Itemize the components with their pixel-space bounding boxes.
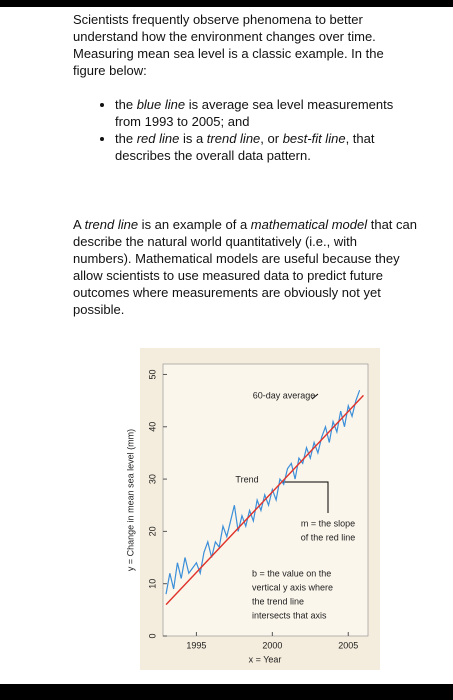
- text-segment: that can describe the natural world quan…: [73, 217, 417, 317]
- annotation: of the red line: [301, 532, 356, 542]
- annotation: intersects that axis: [252, 610, 327, 620]
- x-tick-label: 2005: [338, 640, 358, 650]
- text-segment: trend line: [206, 131, 261, 146]
- y-tick-label: 30: [147, 474, 157, 484]
- bottom-bar: [0, 684, 453, 700]
- bullet: the blue line is average sea level measu…: [115, 96, 415, 130]
- y-tick-label: 50: [147, 369, 157, 379]
- text-segment: blue line: [136, 97, 186, 112]
- y-tick-label: 40: [147, 422, 157, 432]
- annotation: m = the slope: [301, 518, 355, 528]
- x-tick-label: 2000: [262, 640, 282, 650]
- text-segment: is a: [179, 131, 207, 146]
- text-segment: , that describes the overall data patter…: [115, 131, 375, 163]
- text-segment: trend line: [84, 217, 139, 232]
- y-tick-label: 0: [147, 633, 157, 638]
- text-segment: mathematical model: [250, 217, 368, 232]
- text-segment: is an example of a: [138, 217, 251, 232]
- series-label: 60-day average: [253, 390, 316, 400]
- y-tick-label: 10: [147, 579, 157, 589]
- annotation: the trend line: [252, 596, 304, 606]
- text-segment: the: [115, 97, 137, 112]
- annotation: vertical y axis where: [252, 582, 333, 592]
- y-tick-label: 20: [147, 526, 157, 536]
- bullet-list: the blue line is average sea level measu…: [73, 96, 415, 164]
- text-segment: the: [115, 131, 137, 146]
- y-axis-label: y = Change in mean sea level (mm): [125, 429, 135, 571]
- text-segment: Scientists frequently observe phenomena …: [73, 12, 384, 78]
- text-segment: red line: [136, 131, 180, 146]
- slope-bracket: [283, 481, 329, 513]
- series-label: Trend: [235, 474, 258, 484]
- series-line: [165, 394, 364, 606]
- text-segment: A: [73, 217, 85, 232]
- text-segment: is average sea level measurements from 1…: [115, 97, 394, 129]
- top-bar: [0, 0, 453, 7]
- x-axis-label: x = Year: [249, 654, 282, 664]
- intro: Scientists frequently observe phenomena …: [73, 11, 418, 79]
- paragraph: A trend line is an example of a mathemat…: [73, 216, 418, 318]
- x-tick-label: 1995: [186, 640, 206, 650]
- annotation: b = the value on the: [252, 568, 331, 578]
- pointer: [311, 393, 319, 400]
- bullet: the red line is a trend line, or best-fi…: [115, 130, 415, 164]
- text-segment: , or: [260, 131, 283, 146]
- text-segment: best-fit line: [282, 131, 346, 146]
